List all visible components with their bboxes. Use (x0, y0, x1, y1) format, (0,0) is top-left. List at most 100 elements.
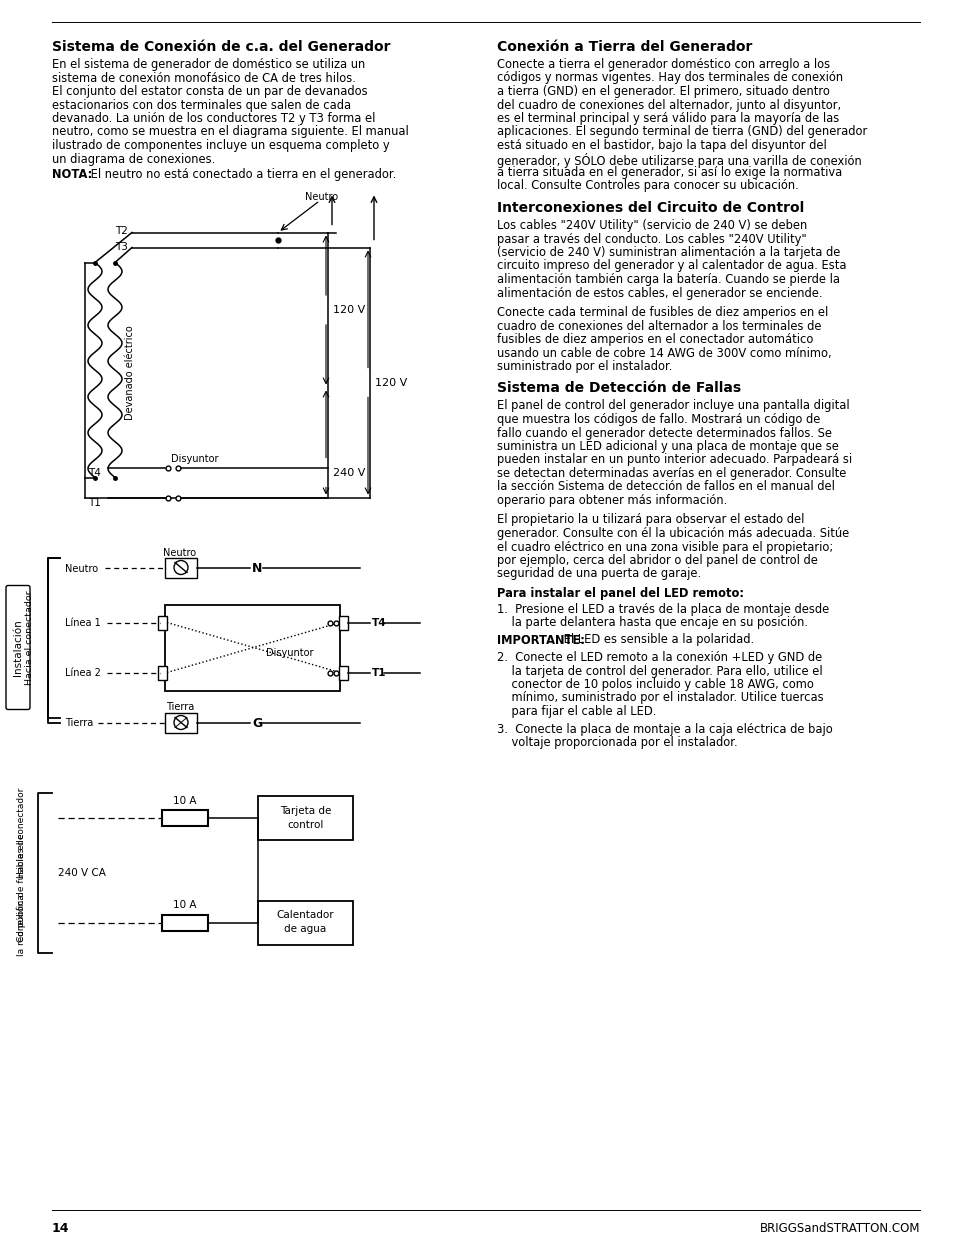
Text: IMPORTANTE:: IMPORTANTE: (497, 634, 584, 646)
Text: Conexión de fusibles de: Conexión de fusibles de (17, 834, 27, 942)
Text: 2.  Conecte el LED remoto a la conexión +LED y GND de: 2. Conecte el LED remoto a la conexión +… (497, 651, 821, 664)
Text: alimentación de estos cables, el generador se enciende.: alimentación de estos cables, el generad… (497, 287, 821, 300)
Text: se detectan determinadas averías en el generador. Consulte: se detectan determinadas averías en el g… (497, 467, 845, 480)
Text: a tierra situada en el generador, si así lo exige la normativa: a tierra situada en el generador, si así… (497, 165, 841, 179)
Text: BRIGGSandSTRATTON.COM: BRIGGSandSTRATTON.COM (759, 1221, 919, 1235)
Text: Interconexiones del Circuito de Control: Interconexiones del Circuito de Control (497, 201, 803, 215)
Text: Devanado eléctrico: Devanado eléctrico (125, 325, 135, 420)
Text: aplicaciones. El segundo terminal de tierra (GND) del generador: aplicaciones. El segundo terminal de tie… (497, 126, 866, 138)
Text: 10 A: 10 A (173, 900, 196, 910)
Text: suministrado por el instalador.: suministrado por el instalador. (497, 359, 672, 373)
Text: N: N (252, 562, 262, 576)
Bar (257, 900, 353, 945)
Text: El propietario la u tilizará para observar el estado del: El propietario la u tilizará para observ… (497, 514, 803, 526)
Text: alimentación también carga la batería. Cuando se pierde la: alimentación también carga la batería. C… (497, 273, 840, 287)
Text: Neutro: Neutro (305, 193, 337, 203)
Text: sistema de conexión monofásico de CA de tres hilos.: sistema de conexión monofásico de CA de … (52, 72, 355, 84)
Text: Los cables "240V Utility" (servicio de 240 V) se deben: Los cables "240V Utility" (servicio de 2… (497, 219, 806, 232)
Text: Para instalar el panel del LED remoto:: Para instalar el panel del LED remoto: (497, 587, 743, 600)
Text: El conjunto del estator consta de un par de devanados: El conjunto del estator consta de un par… (52, 85, 367, 98)
Text: 14: 14 (52, 1221, 70, 1235)
Text: Neutro: Neutro (65, 563, 98, 573)
Text: 120 V: 120 V (333, 305, 365, 315)
Bar (158, 615, 167, 630)
Text: control: control (287, 820, 323, 830)
Text: para fijar el cable al LED.: para fijar el cable al LED. (497, 705, 656, 718)
Text: que muestra los códigos de fallo. Mostrará un código de: que muestra los códigos de fallo. Mostra… (497, 412, 820, 426)
Bar (165, 557, 196, 578)
Text: del cuadro de conexiones del alternador, junto al disyuntor,: del cuadro de conexiones del alternador,… (497, 99, 841, 111)
Text: Calentador: Calentador (276, 910, 334, 920)
Text: de agua: de agua (284, 925, 326, 935)
Text: cuadro de conexiones del alternador a los terminales de: cuadro de conexiones del alternador a lo… (497, 320, 821, 332)
Text: circuito impreso del generador y al calentador de agua. Esta: circuito impreso del generador y al cale… (497, 259, 845, 273)
Text: Neutro: Neutro (163, 547, 196, 557)
Text: estacionarios con dos terminales que salen de cada: estacionarios con dos terminales que sal… (52, 99, 351, 111)
Text: En el sistema de generador de doméstico se utiliza un: En el sistema de generador de doméstico … (52, 58, 365, 70)
Text: Tarjeta de: Tarjeta de (279, 805, 331, 815)
Text: pasar a través del conducto. Los cables "240V Utility": pasar a través del conducto. Los cables … (497, 232, 806, 246)
Text: Conexión a Tierra del Generador: Conexión a Tierra del Generador (497, 40, 752, 54)
Text: Sistema de Conexión de c.a. del Generador: Sistema de Conexión de c.a. del Generado… (52, 40, 390, 54)
Text: Instalación: Instalación (13, 619, 23, 676)
Text: es el terminal principal y será válido para la mayoría de las: es el terminal principal y será válido p… (497, 112, 839, 125)
Bar (257, 795, 353, 840)
Text: El panel de control del generador incluye una pantalla digital: El panel de control del generador incluy… (497, 399, 849, 412)
Text: suministra un LED adicional y una placa de montaje que se: suministra un LED adicional y una placa … (497, 440, 838, 453)
Text: T3: T3 (115, 242, 128, 252)
Bar (162, 809, 208, 825)
Text: la red pública: la red pública (17, 894, 27, 956)
Text: la sección Sistema de detección de fallos en el manual del: la sección Sistema de detección de fallo… (497, 480, 834, 494)
FancyBboxPatch shape (6, 585, 30, 709)
Text: 240 V CA: 240 V CA (58, 867, 106, 878)
Text: la parte delantera hasta que encaje en su posición.: la parte delantera hasta que encaje en s… (497, 616, 807, 629)
Text: T4: T4 (372, 619, 386, 629)
Text: T1: T1 (88, 499, 101, 509)
Text: Conecte a tierra el generador doméstico con arreglo a los: Conecte a tierra el generador doméstico … (497, 58, 829, 70)
Text: por ejemplo, cerca del abridor o del panel de control de: por ejemplo, cerca del abridor o del pan… (497, 555, 817, 567)
Text: generador. Consulte con él la ubicación más adecuada. Sitúe: generador. Consulte con él la ubicación … (497, 527, 848, 540)
Text: T1: T1 (372, 668, 386, 678)
Text: Hacia el conectador: Hacia el conectador (17, 788, 27, 878)
Text: Tierra: Tierra (65, 719, 93, 729)
Text: un diagrama de conexiones.: un diagrama de conexiones. (52, 152, 215, 165)
Text: el cuadro eléctrico en una zona visible para el propietario;: el cuadro eléctrico en una zona visible … (497, 541, 832, 553)
Text: Disyuntor: Disyuntor (266, 647, 314, 657)
Text: 240 V: 240 V (333, 468, 365, 478)
Text: NOTA:: NOTA: (52, 168, 92, 182)
Text: El neutro no está conectado a tierra en el generador.: El neutro no está conectado a tierra en … (87, 168, 395, 182)
Text: generador, y SÓLO debe utilizarse para una varilla de conexión: generador, y SÓLO debe utilizarse para u… (497, 152, 861, 168)
Text: T4: T4 (88, 468, 101, 478)
Text: seguridad de una puerta de garaje.: seguridad de una puerta de garaje. (497, 568, 700, 580)
Text: T2: T2 (115, 226, 128, 236)
Text: local. Consulte Controles para conocer su ubicación.: local. Consulte Controles para conocer s… (497, 179, 798, 193)
Text: Tierra: Tierra (166, 703, 193, 713)
Text: operario para obtener más información.: operario para obtener más información. (497, 494, 726, 508)
Text: devanado. La unión de los conductores T2 y T3 forma el: devanado. La unión de los conductores T2… (52, 112, 375, 125)
Text: (servicio de 240 V) suministran alimentación a la tarjeta de: (servicio de 240 V) suministran alimenta… (497, 246, 840, 259)
Text: ilustrado de componentes incluye un esquema completo y: ilustrado de componentes incluye un esqu… (52, 140, 389, 152)
Text: a tierra (GND) en el generador. El primero, situado dentro: a tierra (GND) en el generador. El prime… (497, 85, 829, 98)
Text: 10 A: 10 A (173, 795, 196, 805)
Text: mínimo, suministrado por el instalador. Utilice tuercas: mínimo, suministrado por el instalador. … (497, 692, 822, 704)
Bar (165, 713, 196, 732)
Text: está situado en el bastidor, bajo la tapa del disyuntor del: está situado en el bastidor, bajo la tap… (497, 140, 826, 152)
Bar (158, 666, 167, 679)
Text: El LED es sensible a la polaridad.: El LED es sensible a la polaridad. (559, 634, 753, 646)
Text: fallo cuando el generador detecte determinados fallos. Se: fallo cuando el generador detecte determ… (497, 426, 831, 440)
Text: Línea 2: Línea 2 (65, 668, 101, 678)
Text: pueden instalar en un punto interior adecuado. Parpadeará si: pueden instalar en un punto interior ade… (497, 453, 851, 467)
Text: Sistema de Detección de Fallas: Sistema de Detección de Fallas (497, 382, 740, 395)
Text: usando un cable de cobre 14 AWG de 300V como mínimo,: usando un cable de cobre 14 AWG de 300V … (497, 347, 831, 359)
Text: Conecte cada terminal de fusibles de diez amperios en el: Conecte cada terminal de fusibles de die… (497, 306, 827, 319)
Circle shape (173, 715, 188, 730)
Text: neutro, como se muestra en el diagrama siguiente. El manual: neutro, como se muestra en el diagrama s… (52, 126, 408, 138)
Text: G: G (252, 718, 262, 730)
Text: la tarjeta de control del generador. Para ello, utilice el: la tarjeta de control del generador. Par… (497, 664, 821, 678)
Text: 3.  Conecte la placa de montaje a la caja eléctrica de bajo: 3. Conecte la placa de montaje a la caja… (497, 722, 832, 736)
Bar (338, 615, 348, 630)
Text: conector de 10 polos incluido y cable 18 AWG, como: conector de 10 polos incluido y cable 18… (497, 678, 813, 692)
Text: Hacia el conectador: Hacia el conectador (26, 590, 34, 685)
Text: Línea 1: Línea 1 (65, 619, 101, 629)
Bar (162, 914, 208, 930)
